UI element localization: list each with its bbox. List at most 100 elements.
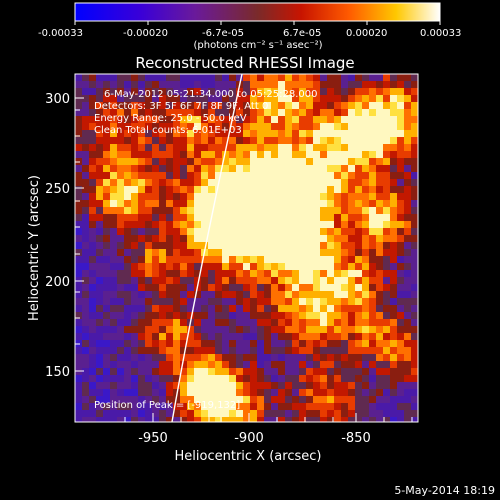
image-pixel [264,410,271,417]
image-pixel [264,130,271,137]
image-pixel [383,228,390,235]
image-pixel [124,200,131,207]
image-pixel [201,410,208,417]
image-pixel [376,403,383,410]
image-pixel [271,151,278,158]
image-pixel [299,207,306,214]
image-pixel [299,144,306,151]
image-pixel [292,179,299,186]
image-pixel [166,256,173,263]
image-pixel [369,179,376,186]
image-pixel [411,242,418,249]
image-pixel [131,200,138,207]
image-pixel [397,354,404,361]
image-pixel [194,81,201,88]
image-pixel [208,305,215,312]
image-pixel [271,200,278,207]
image-pixel [278,347,285,354]
image-pixel [320,158,327,165]
image-pixel [299,186,306,193]
image-pixel [194,193,201,200]
image-pixel [285,200,292,207]
image-pixel [201,151,208,158]
image-pixel [173,158,180,165]
image-pixel [264,95,271,102]
image-pixel [250,172,257,179]
image-pixel [397,319,404,326]
image-pixel [138,151,145,158]
image-pixel [236,403,243,410]
image-pixel [376,340,383,347]
image-pixel [145,270,152,277]
image-pixel [110,95,117,102]
image-pixel [355,172,362,179]
image-pixel [131,95,138,102]
image-pixel [369,375,376,382]
image-pixel [355,340,362,347]
image-pixel [341,109,348,116]
image-pixel [159,354,166,361]
image-pixel [194,74,201,81]
image-pixel [117,389,124,396]
image-pixel [411,102,418,109]
image-pixel [152,88,159,95]
image-pixel [327,130,334,137]
image-pixel [194,151,201,158]
image-pixel [313,200,320,207]
image-pixel [355,270,362,277]
image-pixel [138,347,145,354]
image-pixel [271,291,278,298]
image-pixel [222,333,229,340]
image-pixel [306,410,313,417]
image-pixel [103,277,110,284]
image-pixel [292,228,299,235]
image-pixel [89,326,96,333]
image-pixel [89,151,96,158]
image-pixel [236,74,243,81]
image-pixel [292,172,299,179]
image-pixel [96,354,103,361]
image-pixel [131,116,138,123]
image-pixel [355,333,362,340]
image-pixel [194,144,201,151]
image-pixel [306,172,313,179]
image-pixel [229,417,236,422]
image-pixel [313,403,320,410]
image-pixel [250,228,257,235]
image-pixel [390,158,397,165]
image-pixel [264,340,271,347]
image-pixel [96,389,103,396]
image-pixel [362,193,369,200]
image-pixel [208,228,215,235]
image-pixel [229,396,236,403]
image-pixel [110,312,117,319]
image-pixel [152,319,159,326]
image-pixel [257,228,264,235]
image-pixel [250,88,257,95]
image-pixel [397,235,404,242]
image-pixel [194,305,201,312]
image-pixel [236,270,243,277]
image-pixel [376,326,383,333]
image-pixel [82,298,89,305]
image-pixel [208,193,215,200]
image-pixel [124,137,131,144]
image-pixel [313,319,320,326]
image-pixel [313,130,320,137]
image-pixel [89,109,96,116]
image-pixel [96,375,103,382]
image-pixel [194,214,201,221]
image-pixel [103,319,110,326]
image-pixel [404,193,411,200]
image-pixel [285,389,292,396]
image-pixel [355,382,362,389]
image-pixel [390,165,397,172]
image-pixel [299,417,306,422]
image-pixel [292,361,299,368]
image-pixel [411,298,418,305]
image-pixel [173,207,180,214]
image-pixel [411,333,418,340]
image-pixel [404,396,411,403]
image-pixel [383,361,390,368]
image-pixel [278,396,285,403]
